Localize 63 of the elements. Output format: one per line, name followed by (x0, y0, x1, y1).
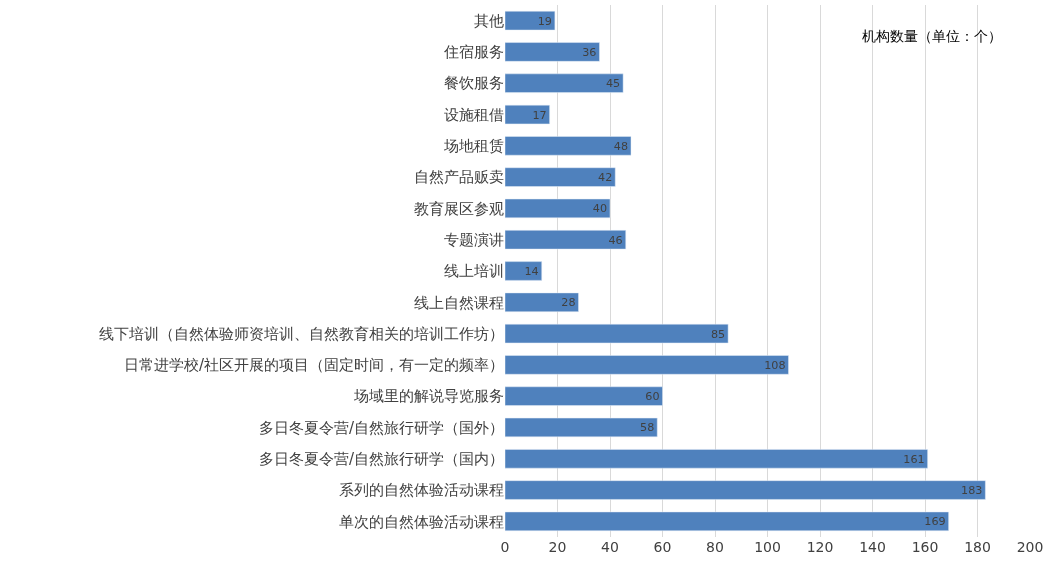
y-tick-label: 住宿服务 (443, 43, 504, 62)
x-tick-label: 180 (964, 539, 991, 555)
data-label: 45 (605, 77, 621, 91)
bar (505, 511, 949, 531)
data-label: 28 (561, 296, 576, 310)
data-label: 46 (608, 233, 623, 247)
y-tick-label: 系列的自然体验活动课程 (339, 481, 504, 500)
y-tick-label: 场地租赁 (443, 137, 504, 156)
bar (505, 417, 658, 438)
data-label: 161 (903, 452, 925, 466)
y-tick-label: 自然产品贩卖 (414, 168, 504, 187)
x-tick-label: 100 (754, 539, 781, 555)
data-label: 14 (524, 264, 539, 278)
y-tick-label: 场域里的解说导览服务 (353, 387, 504, 406)
y-tick-label: 日常进学校/社区开展的项目（固定时间，有一定的频率） (123, 356, 504, 375)
x-tick-label: 20 (548, 539, 567, 555)
bar (505, 386, 663, 406)
y-tick-label: 单次的自然体验活动课程 (339, 512, 504, 531)
y-tick-label: 餐饮服务 (444, 74, 504, 93)
data-label: 19 (537, 14, 552, 28)
x-tick-label: 40 (601, 539, 619, 555)
data-label: 17 (532, 108, 547, 122)
bar (505, 11, 556, 31)
data-label: 42 (598, 171, 613, 185)
bar (505, 292, 579, 312)
x-tick-label: 0 (500, 539, 510, 555)
y-tick-label: 其他 (474, 11, 504, 30)
y-tick-label: 线上自然课程 (414, 293, 504, 312)
data-label: 60 (645, 390, 660, 404)
bar (505, 323, 729, 344)
y-tick-label: 设施租借 (444, 105, 504, 124)
x-tick-label: 120 (806, 539, 834, 555)
data-label: 169 (924, 515, 946, 529)
bar (505, 42, 600, 62)
bar (505, 167, 616, 187)
bar (505, 261, 542, 281)
annotation: 机构数量（单位：个） (862, 28, 1002, 44)
y-tick-label: 多日冬夏令营/自然旅行研学（国内） (258, 450, 504, 469)
y-tick-label: 教育展区参观 (414, 199, 504, 218)
y-tick-label: 线下培训（自然体验师资培训、自然教育相关的培训工作坊） (99, 324, 504, 343)
x-tick-label: 140 (859, 539, 886, 555)
bar (505, 230, 626, 250)
data-label: 58 (640, 421, 655, 435)
bar (505, 198, 611, 219)
bar (505, 104, 550, 125)
x-tick-label: 80 (706, 539, 724, 555)
bar (505, 73, 624, 93)
y-tick-label: 多日冬夏令营/自然旅行研学（国外） (258, 418, 504, 437)
bar (505, 449, 928, 469)
bar (505, 136, 632, 156)
x-tick-label: 200 (1016, 539, 1044, 555)
y-tick-label: 线上培训 (444, 262, 504, 281)
data-label: 40 (592, 202, 607, 216)
x-tick-label: 60 (653, 539, 672, 555)
data-label: 183 (961, 484, 983, 498)
x-tick-label: 160 (911, 539, 939, 555)
bar (505, 355, 789, 375)
y-tick-label: 专题演讲 (444, 230, 504, 249)
data-label: 85 (710, 327, 726, 341)
data-label: 108 (764, 358, 786, 372)
data-label: 48 (613, 139, 628, 153)
data-label: 36 (582, 45, 597, 59)
bar (505, 480, 986, 500)
